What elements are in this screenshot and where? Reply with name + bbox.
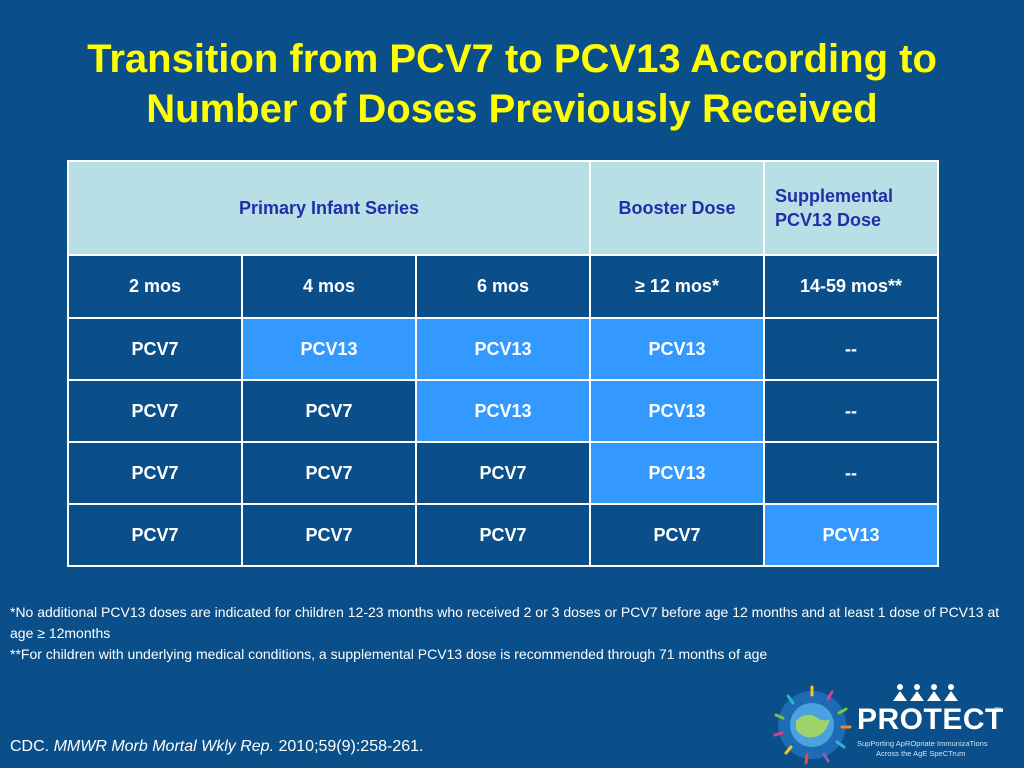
age-header-4-mos: 4 mos <box>241 254 417 319</box>
footnotes: *No additional PCV13 doses are indicated… <box>10 602 1014 665</box>
citation: CDC. MMWR Morb Mortal Wkly Rep. 2010;59(… <box>10 738 423 756</box>
table-cell: PCV7 <box>67 441 243 505</box>
logo-wordmark: PROTECT <box>857 703 1004 736</box>
supplemental-header-line-2: PCV13 Dose <box>775 210 882 230</box>
table-cell: PCV7 <box>415 441 591 505</box>
table-cell-highlighted: PCV13 <box>589 441 765 505</box>
table-cell: PCV7 <box>67 379 243 443</box>
citation-journal: MMWR Morb Mortal Wkly Rep. <box>53 738 275 755</box>
table-group-header-row: Primary Infant Series Booster Dose Suppl… <box>67 160 939 256</box>
table-cell: PCV7 <box>241 379 417 443</box>
slide-title: Transition from PCV7 to PCV13 According … <box>10 34 1014 134</box>
table-cell-highlighted: PCV13 <box>763 503 939 567</box>
slide-title-line-2: Number of Doses Previously Received <box>146 87 878 131</box>
protect-logo: PROTECT ™ SupPorting ApROpriate Immuniza… <box>772 683 1022 765</box>
table-row: PCV7 PCV7 PCV7 PCV7 PCV13 <box>67 503 939 567</box>
table-cell-highlighted: PCV13 <box>241 317 417 381</box>
table-row: PCV7 PCV7 PCV7 PCV13 -- <box>67 441 939 505</box>
table-cell-highlighted: PCV13 <box>589 379 765 443</box>
footnote-1: *No additional PCV13 doses are indicated… <box>10 604 1000 641</box>
table-cell: PCV7 <box>241 441 417 505</box>
logo-trademark: ™ <box>994 707 1001 714</box>
citation-details: 2010;59(9):258-261. <box>278 738 424 755</box>
table-age-header-row: 2 mos 4 mos 6 mos ≥ 12 mos* 14-59 mos** <box>67 254 939 319</box>
logo-tagline-line-2: Across the AgE SpeCTrum <box>876 749 966 758</box>
table-cell: PCV7 <box>415 503 591 567</box>
table-row: PCV7 PCV13 PCV13 PCV13 -- <box>67 317 939 381</box>
primary-infant-series-header: Primary Infant Series <box>67 160 591 256</box>
age-header-14-59-mos: 14-59 mos** <box>763 254 939 319</box>
table-row: PCV7 PCV7 PCV13 PCV13 -- <box>67 379 939 443</box>
table-cell-highlighted: PCV13 <box>589 317 765 381</box>
table-cell: PCV7 <box>241 503 417 567</box>
slide-title-line-1: Transition from PCV7 to PCV13 According … <box>87 37 937 81</box>
logo-tagline-line-1: SupPorting ApROpriate ImmunizaTions <box>857 739 988 748</box>
globe-icon <box>773 685 852 765</box>
age-header-6-mos: 6 mos <box>415 254 591 319</box>
supplemental-dose-header: Supplemental PCV13 Dose <box>763 160 939 256</box>
booster-dose-header: Booster Dose <box>589 160 765 256</box>
table-cell-highlighted: PCV13 <box>415 379 591 443</box>
dose-transition-table: Primary Infant Series Booster Dose Suppl… <box>67 160 939 567</box>
table-cell: PCV7 <box>589 503 765 567</box>
table-cell: -- <box>763 317 939 381</box>
table-cell-highlighted: PCV13 <box>415 317 591 381</box>
table-cell: -- <box>763 441 939 505</box>
table-cell: -- <box>763 379 939 443</box>
people-icon <box>893 684 958 701</box>
table-cell: PCV7 <box>67 503 243 567</box>
age-header-12-mos: ≥ 12 mos* <box>589 254 765 319</box>
footnote-2: **For children with underlying medical c… <box>10 646 768 662</box>
age-header-2-mos: 2 mos <box>67 254 243 319</box>
table-cell: PCV7 <box>67 317 243 381</box>
citation-author: CDC. <box>10 738 50 755</box>
supplemental-header-line-1: Supplemental <box>775 186 894 206</box>
